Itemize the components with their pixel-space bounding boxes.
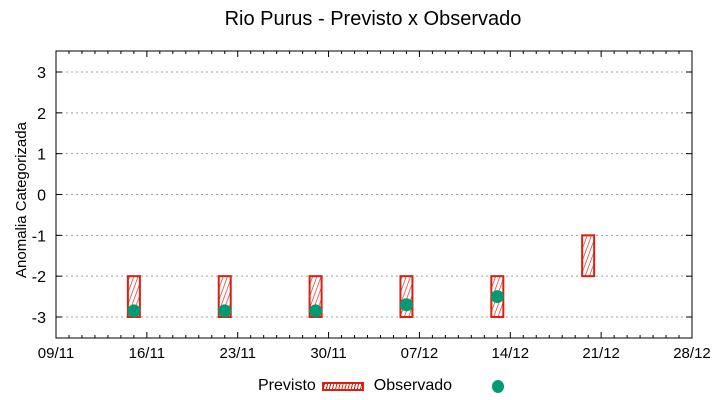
observado-point xyxy=(218,304,232,318)
y-tick-label: -1 xyxy=(32,228,46,245)
observado-point xyxy=(399,298,413,312)
x-tick-label: 09/11 xyxy=(38,345,74,362)
x-tick-label: 23/11 xyxy=(219,345,255,362)
y-tick-label: -3 xyxy=(32,310,46,327)
y-tick-label: 0 xyxy=(37,188,46,205)
chart-title: Rio Purus - Previsto x Observado xyxy=(224,8,522,30)
legend-previsto-label: Previsto xyxy=(258,377,316,394)
legend-observado-label: Observado xyxy=(373,377,453,394)
y-tick-label: 2 xyxy=(37,106,46,123)
previsto-bar xyxy=(581,234,596,278)
legend: Previsto Observado xyxy=(258,377,505,395)
x-tick-label: 07/12 xyxy=(401,345,439,362)
observado-point xyxy=(490,290,504,304)
y-tick-label: 3 xyxy=(37,65,46,82)
legend-observado-swatch xyxy=(492,379,505,393)
x-tick-label: 21/12 xyxy=(582,345,620,362)
legend-previsto-swatch xyxy=(321,381,364,391)
observado-points xyxy=(127,290,504,318)
observado-point xyxy=(309,304,323,318)
x-tick-label: 30/11 xyxy=(310,345,346,362)
axis-labels: 3 2 1 0 -1 -2 -3 09/11 16/11 23/11 30/11 07/12 14/12… xyxy=(32,65,711,362)
axis-ticks xyxy=(55,51,693,338)
x-tick-label: 28/12 xyxy=(673,345,711,362)
x-tick-label: 14/12 xyxy=(492,345,530,362)
y-axis-label: Anomalia Categorizada xyxy=(13,121,30,278)
y-tick-label: -2 xyxy=(32,269,46,286)
observado-point xyxy=(127,304,141,318)
x-tick-label: 16/11 xyxy=(129,345,165,362)
gridlines xyxy=(56,71,692,318)
y-tick-label: 1 xyxy=(37,147,46,164)
